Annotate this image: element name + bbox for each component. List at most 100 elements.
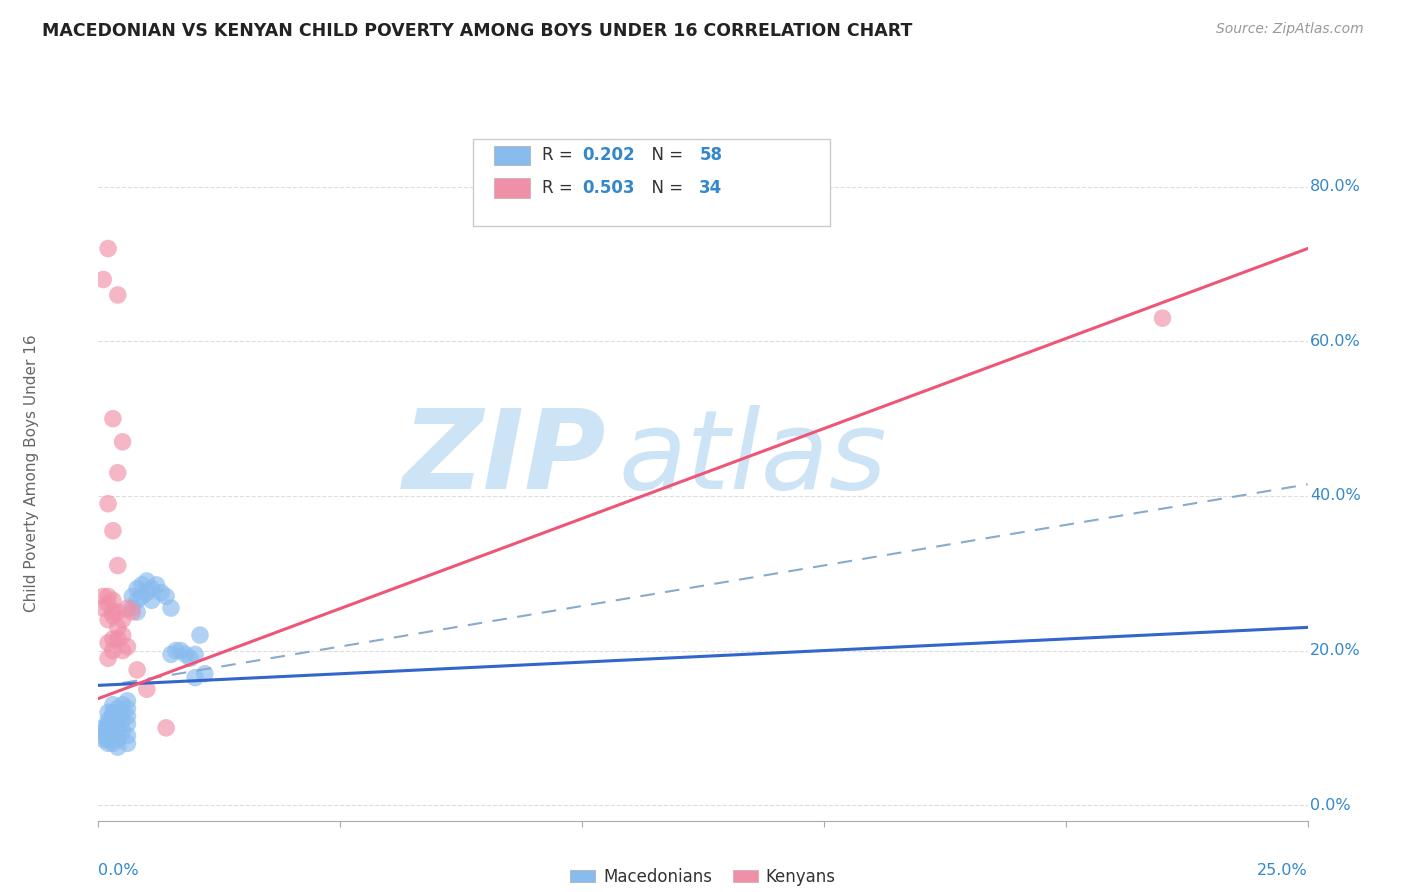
Point xyxy=(141,582,163,596)
Point xyxy=(97,613,120,627)
Point xyxy=(141,593,163,607)
Point xyxy=(127,582,149,596)
Point xyxy=(101,608,124,623)
Point xyxy=(101,721,124,735)
Point xyxy=(97,651,120,665)
Point xyxy=(135,574,157,588)
FancyBboxPatch shape xyxy=(474,139,830,226)
Point xyxy=(135,585,157,599)
Point xyxy=(97,713,120,727)
Text: 80.0%: 80.0% xyxy=(1310,179,1361,194)
Text: N =: N = xyxy=(641,179,689,197)
Point xyxy=(107,632,129,646)
Point xyxy=(97,717,120,731)
Point xyxy=(97,721,120,735)
Point xyxy=(101,524,124,538)
Point xyxy=(111,706,134,720)
Point xyxy=(165,643,187,657)
Point xyxy=(101,729,124,743)
Point xyxy=(101,736,124,750)
Text: 25.0%: 25.0% xyxy=(1257,863,1308,878)
Point xyxy=(117,717,139,731)
Point xyxy=(91,724,114,739)
Point xyxy=(111,698,134,712)
Point xyxy=(131,590,153,604)
Point xyxy=(107,620,129,634)
Point xyxy=(107,717,129,731)
Text: Source: ZipAtlas.com: Source: ZipAtlas.com xyxy=(1216,22,1364,37)
Text: 40.0%: 40.0% xyxy=(1310,489,1361,503)
Point xyxy=(145,578,167,592)
Point xyxy=(107,558,129,573)
Point xyxy=(121,605,143,619)
Point xyxy=(121,590,143,604)
Point xyxy=(111,613,134,627)
Text: MACEDONIAN VS KENYAN CHILD POVERTY AMONG BOYS UNDER 16 CORRELATION CHART: MACEDONIAN VS KENYAN CHILD POVERTY AMONG… xyxy=(42,22,912,40)
Point xyxy=(117,694,139,708)
Point xyxy=(174,648,197,662)
Point xyxy=(127,605,149,619)
Point xyxy=(117,701,139,715)
Text: 34: 34 xyxy=(699,179,723,197)
Point xyxy=(107,724,129,739)
Point xyxy=(97,732,120,747)
Text: 0.0%: 0.0% xyxy=(1310,797,1351,813)
Point xyxy=(97,636,120,650)
Point xyxy=(101,632,124,646)
Point xyxy=(107,709,129,723)
Point xyxy=(107,288,129,302)
Point xyxy=(160,601,183,615)
Point xyxy=(91,601,114,615)
Point xyxy=(155,590,177,604)
Text: N =: N = xyxy=(641,146,689,164)
Text: Child Poverty Among Boys Under 16: Child Poverty Among Boys Under 16 xyxy=(24,334,39,612)
Point xyxy=(91,721,114,735)
Point xyxy=(101,411,124,425)
Point xyxy=(111,713,134,727)
Point xyxy=(101,709,124,723)
Text: R =: R = xyxy=(543,146,578,164)
Point xyxy=(127,663,149,677)
Point xyxy=(97,242,120,256)
Point xyxy=(111,628,134,642)
Text: 60.0%: 60.0% xyxy=(1310,334,1361,349)
Point xyxy=(91,272,114,286)
Text: 0.503: 0.503 xyxy=(582,179,634,197)
Legend: Macedonians, Kenyans: Macedonians, Kenyans xyxy=(564,861,842,892)
Point xyxy=(121,601,143,615)
Point xyxy=(131,578,153,592)
Point xyxy=(194,666,217,681)
Point xyxy=(97,736,120,750)
Point xyxy=(117,709,139,723)
Point xyxy=(188,628,211,642)
Point xyxy=(97,590,120,604)
Point xyxy=(150,585,173,599)
Point xyxy=(184,671,207,685)
Point xyxy=(97,706,120,720)
Text: 58: 58 xyxy=(699,146,723,164)
Text: R =: R = xyxy=(543,179,578,197)
Point xyxy=(101,643,124,657)
Text: 20.0%: 20.0% xyxy=(1310,643,1361,658)
Point xyxy=(117,736,139,750)
Point xyxy=(117,601,139,615)
Point xyxy=(101,713,124,727)
Point xyxy=(107,740,129,755)
Point xyxy=(111,643,134,657)
Point xyxy=(1152,311,1174,326)
Point xyxy=(160,648,183,662)
Point xyxy=(97,497,120,511)
Point xyxy=(117,640,139,654)
Point xyxy=(111,434,134,449)
Point xyxy=(101,605,124,619)
Point xyxy=(91,729,114,743)
Point xyxy=(117,729,139,743)
Point xyxy=(101,698,124,712)
Text: atlas: atlas xyxy=(619,405,887,512)
Point xyxy=(97,729,120,743)
Point xyxy=(97,597,120,611)
Point xyxy=(107,605,129,619)
Point xyxy=(127,593,149,607)
FancyBboxPatch shape xyxy=(494,178,530,198)
Point xyxy=(107,732,129,747)
